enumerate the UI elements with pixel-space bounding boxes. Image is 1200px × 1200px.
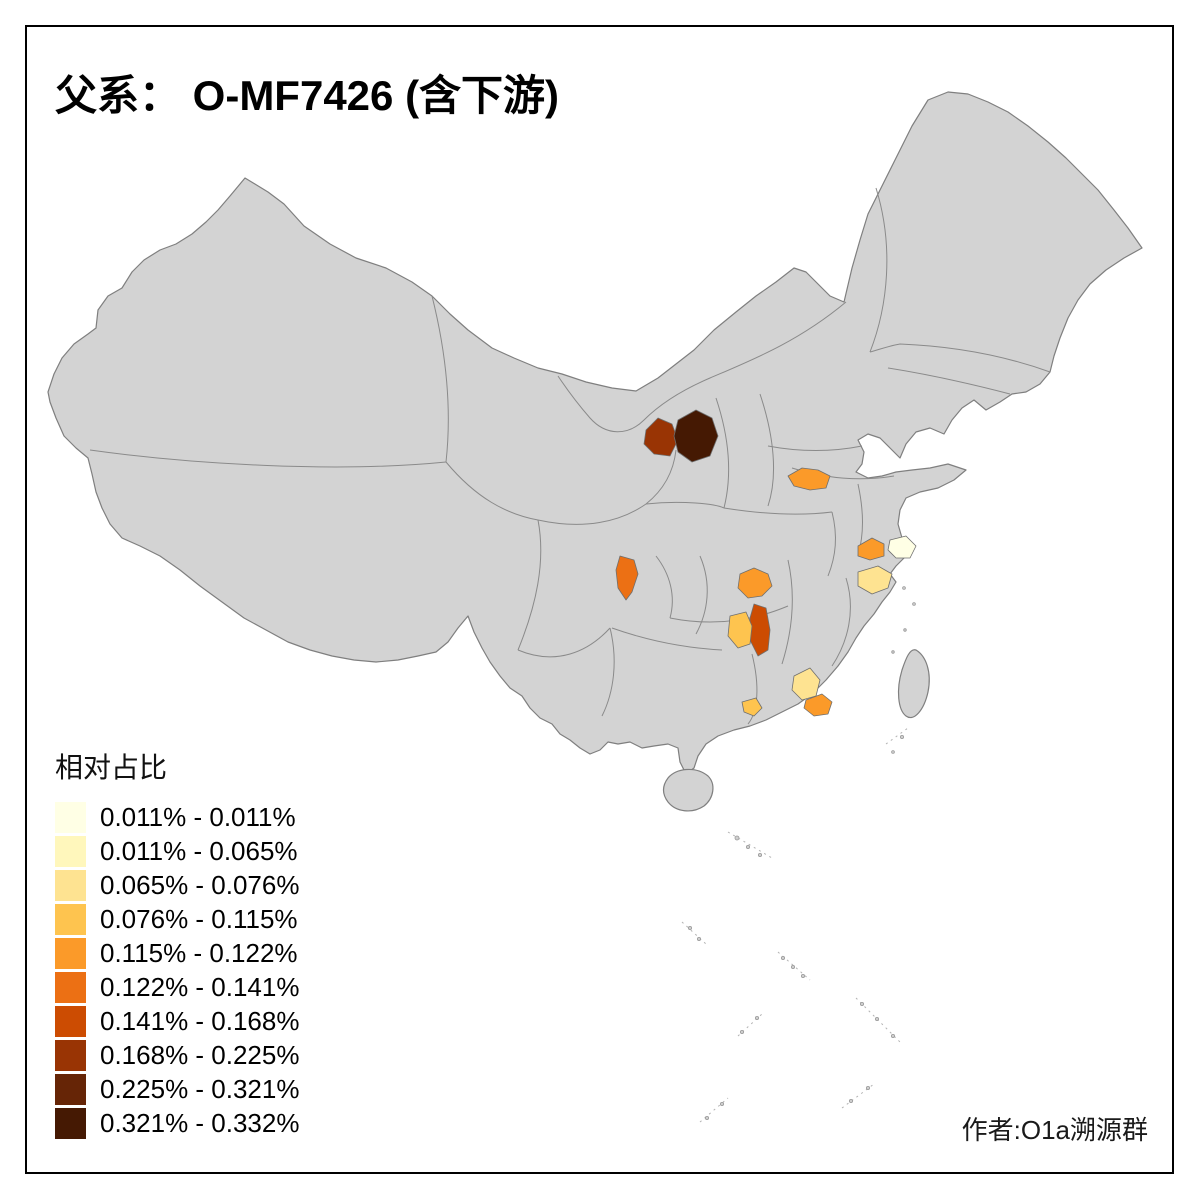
highlighted-prefecture — [737, 567, 773, 599]
highlighted-prefecture — [803, 693, 833, 717]
legend-bin-label: 0.122% - 0.141% — [100, 972, 300, 1002]
legend-row: 0.065% - 0.076% — [55, 870, 299, 901]
legend-title: 相对占比 — [55, 752, 168, 783]
legend-swatch — [55, 938, 86, 969]
legend-row: 0.225% - 0.321% — [55, 1074, 299, 1105]
legend-row: 0.122% - 0.141% — [55, 972, 299, 1003]
china-mainland — [47, 91, 1143, 775]
legend-swatch — [55, 972, 86, 1003]
legend-row: 0.011% - 0.011% — [55, 802, 299, 833]
taiwan-island — [897, 649, 930, 719]
highlighted-prefecture — [673, 409, 719, 463]
legend-row: 0.011% - 0.065% — [55, 836, 299, 867]
legend-bin-label: 0.141% - 0.168% — [100, 1006, 300, 1036]
highlighted-prefecture — [727, 611, 753, 649]
legend-row: 0.321% - 0.332% — [55, 1108, 299, 1139]
legend-bin-label: 0.168% - 0.225% — [100, 1040, 300, 1070]
legend-bin-label: 0.011% - 0.011% — [100, 802, 296, 832]
legend-row: 0.168% - 0.225% — [55, 1040, 299, 1071]
legend-swatch — [55, 1108, 86, 1139]
legend-swatch — [55, 836, 86, 867]
highlighted-prefecture — [643, 417, 679, 457]
legend-row: 0.115% - 0.122% — [55, 938, 299, 969]
legend-bin-label: 0.115% - 0.122% — [100, 938, 298, 968]
legend-bin-label: 0.065% - 0.076% — [100, 870, 300, 900]
legend-rows: 0.011% - 0.011% 0.011% - 0.065% 0.065% -… — [55, 802, 299, 1139]
highlighted-prefecture — [887, 535, 917, 559]
legend-swatch — [55, 1074, 86, 1105]
legend-swatch — [55, 870, 86, 901]
legend-bin-label: 0.225% - 0.321% — [100, 1074, 300, 1104]
legend-row: 0.076% - 0.115% — [55, 904, 299, 935]
page-title: 父系： O-MF7426 (含下游) — [55, 72, 560, 119]
legend-swatch — [55, 802, 86, 833]
hainan-island — [662, 768, 714, 812]
attribution-text: 作者:O1a溯源群 — [961, 1115, 1148, 1145]
highlighted-prefecture — [857, 565, 893, 595]
highlighted-prefecture — [857, 537, 885, 561]
south-china-sea-islands — [681, 586, 916, 1123]
legend-bin-label: 0.321% - 0.332% — [100, 1108, 300, 1138]
legend: 相对占比 0.011% - 0.011% 0.011% - 0.065% 0.0… — [55, 746, 299, 1142]
legend-swatch — [55, 1040, 86, 1071]
legend-bin-label: 0.076% - 0.115% — [100, 904, 298, 934]
legend-swatch — [55, 904, 86, 935]
legend-swatch — [55, 1006, 86, 1037]
highlighted-prefecture — [787, 467, 831, 491]
legend-row: 0.141% - 0.168% — [55, 1006, 299, 1037]
highlighted-prefectures — [615, 409, 917, 717]
highlighted-prefecture — [615, 555, 639, 601]
highlighted-prefecture — [741, 697, 763, 717]
legend-bin-label: 0.011% - 0.065% — [100, 836, 298, 866]
